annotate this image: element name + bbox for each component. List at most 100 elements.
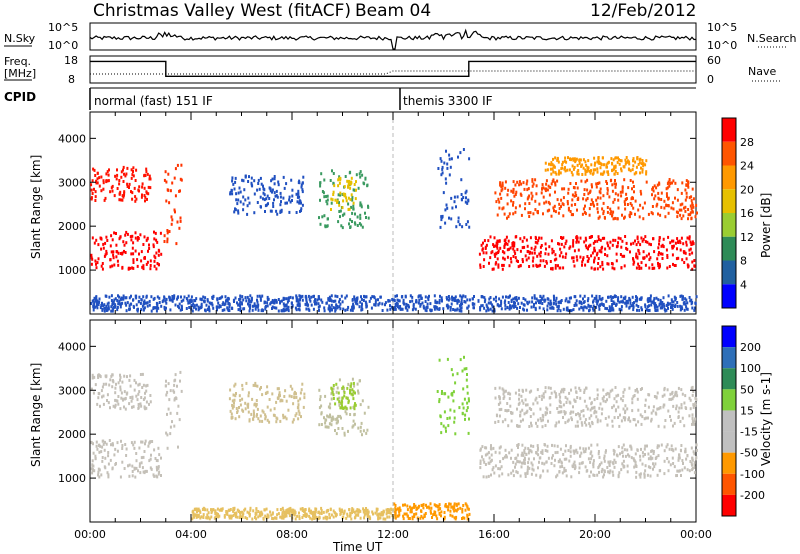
echo-cell	[187, 294, 190, 298]
echo-cell	[580, 451, 583, 455]
echo-cell	[610, 157, 613, 161]
echo-cell	[352, 397, 355, 401]
echo-cell	[228, 305, 231, 309]
echo-cell	[179, 308, 182, 312]
echo-cell	[578, 158, 581, 162]
echo-cell	[354, 514, 357, 518]
echo-cell	[641, 206, 644, 210]
echo-cell	[572, 256, 575, 260]
echo-cell	[233, 401, 235, 405]
echo-cell	[530, 408, 533, 411]
colorbar-swatch	[722, 118, 736, 142]
echo-cell	[548, 396, 551, 400]
echo-cell	[207, 511, 210, 515]
echo-cell	[174, 373, 177, 377]
echo-cell	[110, 309, 113, 313]
echo-cell	[550, 214, 553, 218]
echo-cell	[522, 401, 525, 405]
echo-cell	[688, 252, 691, 256]
echo-cell	[666, 254, 669, 257]
echo-cell	[659, 213, 662, 217]
echo-cell	[654, 194, 657, 198]
echo-cell	[671, 456, 674, 460]
echo-cell	[160, 456, 162, 460]
echo-cell	[365, 295, 368, 299]
echo-cell	[142, 295, 145, 299]
echo-cell	[547, 386, 550, 390]
echo-cell	[105, 235, 108, 239]
echo-cell	[560, 205, 562, 209]
echo-cell	[576, 451, 579, 455]
echo-cell	[487, 308, 490, 312]
echo-cell	[677, 386, 680, 390]
echo-cell	[215, 512, 218, 515]
echo-cell	[334, 309, 337, 313]
echo-cell	[349, 391, 351, 395]
echo-cell	[514, 305, 517, 308]
echo-cell	[330, 513, 333, 517]
echo-cell	[301, 181, 304, 185]
echo-cell	[295, 395, 298, 399]
echo-cell	[343, 394, 346, 398]
echo-cell	[239, 200, 242, 204]
echo-cell	[685, 191, 688, 195]
echo-cell	[503, 455, 506, 459]
echo-cell	[343, 509, 346, 513]
echo-cell	[459, 506, 462, 510]
echo-cell	[346, 179, 349, 183]
echo-cell	[602, 304, 605, 307]
echo-cell	[584, 172, 587, 176]
echo-cell	[122, 165, 125, 169]
echo-cell	[337, 193, 340, 197]
echo-cell	[234, 176, 237, 180]
echo-cell	[319, 222, 322, 226]
echo-cell	[292, 402, 295, 406]
echo-cell	[265, 391, 268, 395]
echo-cell	[545, 179, 548, 183]
echo-cell	[332, 515, 335, 519]
colorbar-tick-label: 4	[740, 278, 747, 291]
echo-cell	[589, 235, 592, 239]
echo-cell	[544, 242, 547, 246]
echo-cell	[633, 465, 636, 469]
echo-cell	[143, 235, 146, 239]
echo-cell	[231, 192, 234, 196]
echo-cell	[369, 296, 372, 300]
echo-cell	[575, 390, 578, 394]
echo-cell	[335, 417, 338, 421]
echo-cell	[511, 244, 514, 248]
echo-cell	[165, 199, 168, 203]
echo-cell	[142, 455, 145, 459]
echo-cell	[596, 251, 599, 255]
echo-cell	[118, 192, 121, 196]
echo-cell	[329, 406, 332, 410]
echo-cell	[602, 201, 605, 205]
echo-cell	[233, 512, 236, 516]
echo-cell	[120, 297, 122, 301]
echo-cell	[496, 257, 499, 261]
echo-cell	[266, 194, 269, 198]
echo-cell	[247, 302, 249, 306]
colorbar-tick-label: -100	[740, 468, 765, 481]
echo-cell	[502, 392, 505, 396]
echo-cell	[525, 258, 528, 262]
echo-cell	[555, 475, 558, 479]
echo-cell	[507, 473, 510, 477]
echo-cell	[364, 177, 367, 181]
echo-cell	[582, 414, 585, 418]
echo-cell	[275, 299, 278, 302]
echo-cell	[154, 306, 157, 310]
echo-cell	[492, 243, 495, 247]
echo-cell	[691, 416, 694, 420]
echo-cell	[197, 507, 200, 511]
echo-cell	[396, 294, 398, 298]
echo-cell	[119, 388, 122, 392]
echo-cell	[527, 256, 530, 260]
echo-cell	[252, 509, 255, 513]
echo-cell	[275, 420, 278, 424]
echo-cell	[283, 395, 286, 398]
echo-cell	[493, 471, 496, 475]
echo-cell	[463, 300, 466, 303]
echo-cell	[507, 295, 510, 299]
echo-cell	[143, 306, 146, 310]
